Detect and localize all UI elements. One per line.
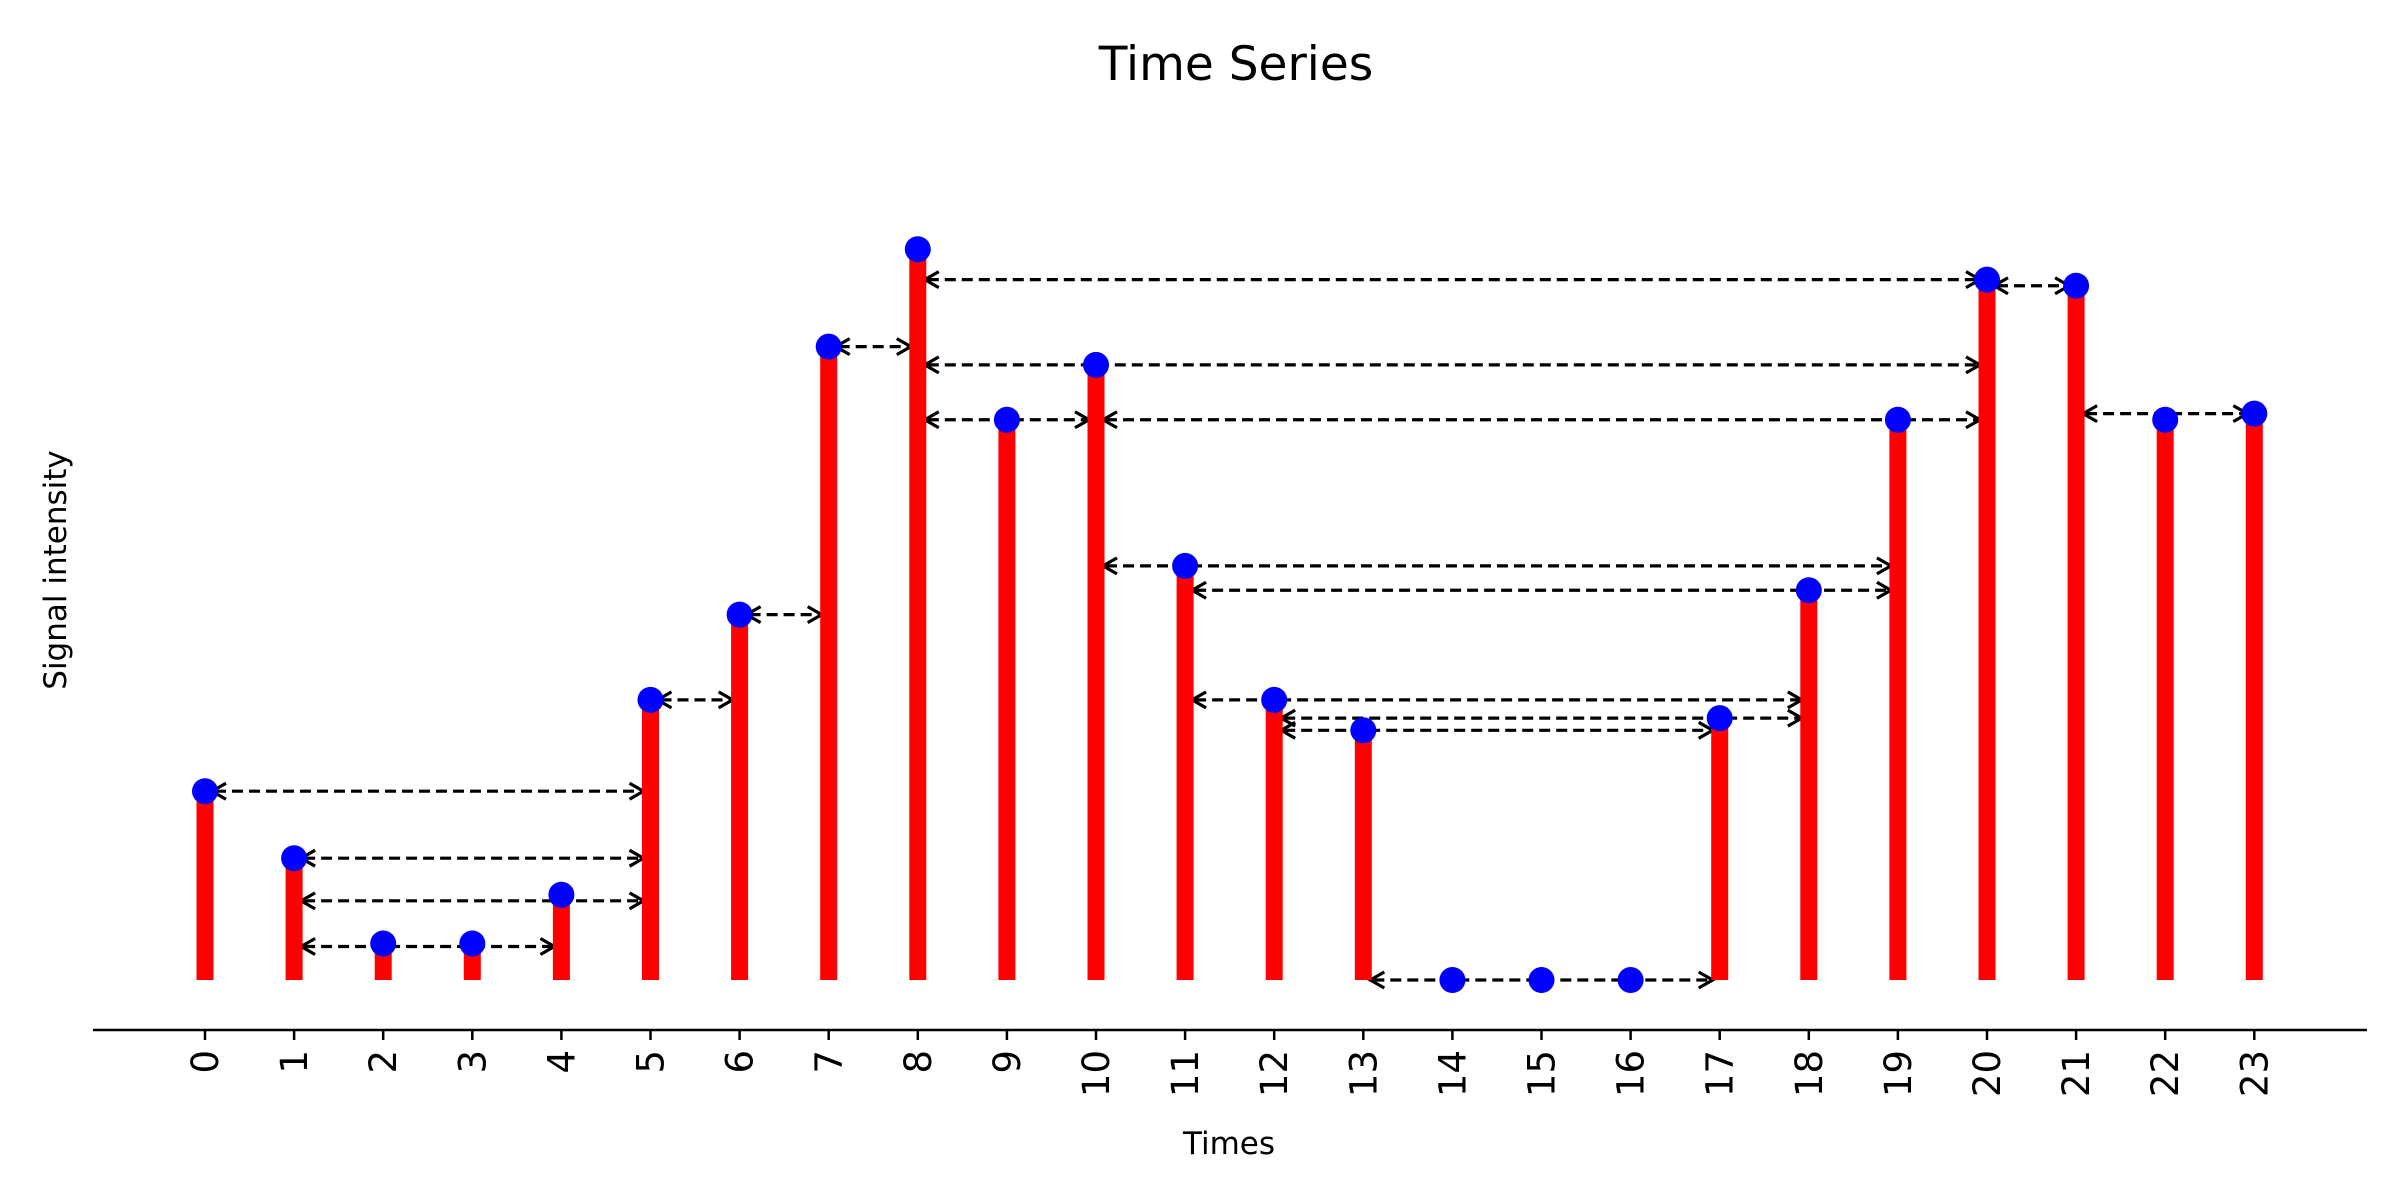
connection-arrow [1990,276,2073,296]
x-tick-label-12: 12 [1253,1050,1296,1097]
connection-arrow [921,270,1984,290]
x-tick-label-0: 0 [184,1050,227,1074]
marker-19 [1884,406,1911,433]
marker-14 [1439,967,1466,993]
marker-23 [2241,400,2268,427]
marker-8 [904,236,931,263]
x-tick-label-18: 18 [1788,1050,1831,1097]
connection-arrow [297,891,647,911]
marker-6 [726,601,753,628]
marker-1 [281,845,308,872]
y-axis-label: Signal intensity [38,450,74,689]
x-tick-label-16: 16 [1610,1050,1653,1097]
x-tick-label-8: 8 [897,1050,940,1074]
x-tick-label-9: 9 [986,1050,1029,1074]
x-tick-label-3: 3 [451,1050,494,1074]
connection-arrow [654,690,736,710]
x-tick-label-20: 20 [1966,1050,2009,1097]
marker-4 [548,881,575,908]
connection-arrow [297,848,647,868]
marker-3 [459,930,486,957]
connection-arrow [832,337,915,357]
x-tick-label-22: 22 [2144,1050,2187,1097]
x-tick-label-17: 17 [1699,1050,1742,1097]
marker-7 [815,333,842,360]
connection-arrow [1188,580,1895,600]
x-tick-label-13: 13 [1342,1050,1385,1097]
connection-arrows [208,270,2251,990]
marker-17 [1706,705,1733,732]
x-tick-label-15: 15 [1521,1050,1564,1097]
marker-13 [1350,717,1377,744]
marker-9 [993,406,1020,433]
x-tick-label-1: 1 [273,1050,316,1074]
chart-title: Time Series [1098,37,1374,92]
x-tick-label-19: 19 [1877,1050,1920,1097]
connection-arrow [208,781,647,801]
x-tick-label-2: 2 [362,1050,405,1074]
connection-arrow [297,937,558,956]
x-tick-label-5: 5 [630,1050,673,1074]
x-tick-label-21: 21 [2055,1050,2098,1097]
x-axis-label: Times [1182,1126,1275,1162]
x-tick-label-11: 11 [1164,1050,1207,1097]
marker-11 [1172,552,1199,579]
marker-20 [1974,266,2000,293]
x-tick-label-6: 6 [719,1050,762,1074]
marker-15 [1528,967,1555,993]
x-ticks: 0 1 2 3 4 5 6 7 8 9 10 11 12 13 14 15 16 17 18 19 20 21 22 23 [184,1030,2276,1097]
marker-16 [1617,967,1644,993]
marker-10 [1083,351,1109,378]
x-tick-label-14: 14 [1431,1050,1474,1097]
x-tick-label-7: 7 [808,1050,851,1074]
marker-2 [370,930,397,957]
marker-0 [192,778,218,805]
marker-18 [1795,577,1822,604]
connection-arrow [1277,720,1716,740]
stems [196,249,2263,980]
marker-22 [2152,406,2179,433]
x-tick-label-10: 10 [1075,1050,1118,1097]
marker-5 [637,686,664,713]
connection-arrow [743,605,825,624]
x-tick-label-4: 4 [540,1050,583,1074]
connection-arrow [1099,556,1895,576]
markers [192,236,2268,993]
marker-21 [2063,272,2090,299]
connection-arrow [1099,410,1984,430]
marker-12 [1261,686,1288,713]
x-tick-label-23: 23 [2233,1050,2276,1097]
